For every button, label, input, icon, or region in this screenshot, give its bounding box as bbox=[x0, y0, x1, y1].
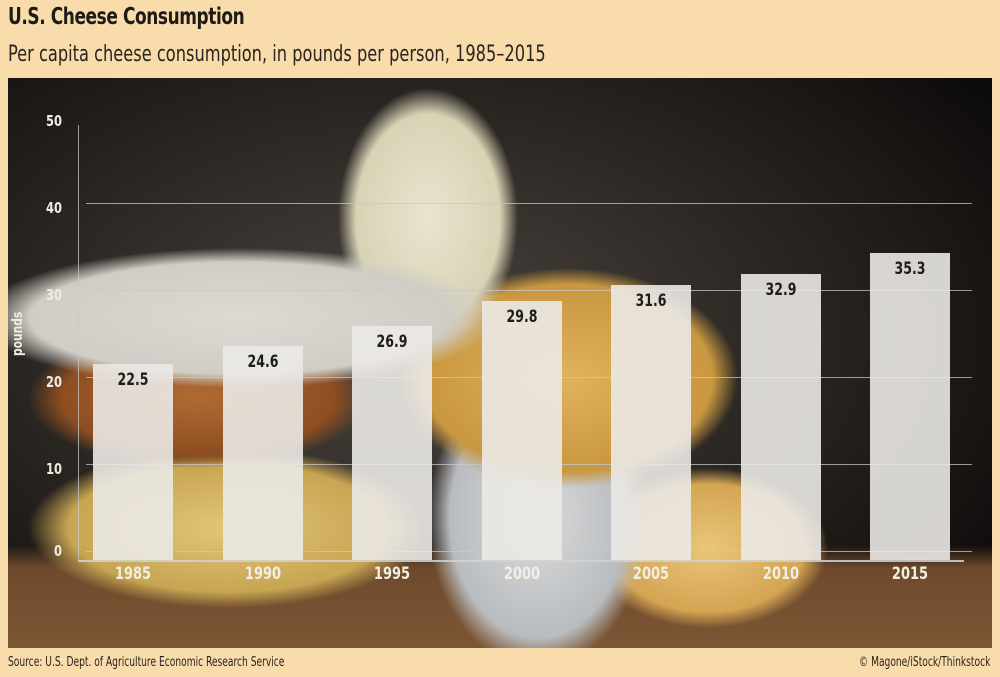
bar-value-label: 26.9 bbox=[376, 332, 408, 352]
bar-value-label: 22.5 bbox=[117, 370, 149, 390]
chart-title: U.S. Cheese Consumption bbox=[8, 4, 245, 30]
bar-1990 bbox=[223, 346, 303, 560]
chart-subtitle: Per capita cheese consumption, in pounds… bbox=[8, 42, 546, 67]
gridline-50 bbox=[86, 203, 972, 204]
y-tick-10: 10 bbox=[46, 460, 62, 478]
y-axis-line bbox=[78, 125, 79, 561]
bar-2015 bbox=[870, 253, 950, 560]
x-tick-label: 2000 bbox=[503, 564, 541, 584]
source-note: Source: U.S. Dept. of Agriculture Econom… bbox=[8, 655, 285, 670]
bar-2000 bbox=[482, 301, 562, 560]
y-tick-0: 0 bbox=[54, 542, 62, 560]
x-tick-label: 1995 bbox=[373, 564, 411, 584]
bar-2005 bbox=[611, 285, 691, 560]
y-tick-50: 50 bbox=[46, 112, 62, 130]
gridline-40 bbox=[86, 290, 972, 291]
y-tick-30: 30 bbox=[46, 286, 62, 304]
y-tick-40: 40 bbox=[46, 199, 62, 217]
x-tick-label: 1985 bbox=[114, 564, 152, 584]
bar-value-label: 31.6 bbox=[635, 291, 667, 311]
x-tick-label: 2015 bbox=[891, 564, 929, 584]
x-tick-label: 2005 bbox=[632, 564, 670, 584]
bar-value-label: 35.3 bbox=[894, 259, 926, 279]
x-tick-label: 1990 bbox=[244, 564, 282, 584]
bar-value-label: 24.6 bbox=[247, 352, 279, 372]
y-axis-label: pounds bbox=[10, 311, 26, 356]
y-tick-20: 20 bbox=[46, 373, 62, 391]
bar-2010 bbox=[741, 274, 821, 560]
bar-value-label: 32.9 bbox=[765, 280, 797, 300]
photo-credit: © Magone/iStock/Thinkstock bbox=[858, 655, 990, 670]
bar-1985 bbox=[93, 364, 173, 560]
bar-1995 bbox=[352, 326, 432, 560]
x-tick-label: 2010 bbox=[762, 564, 800, 584]
bar-value-label: 29.8 bbox=[506, 307, 538, 327]
x-axis-line bbox=[78, 560, 964, 562]
